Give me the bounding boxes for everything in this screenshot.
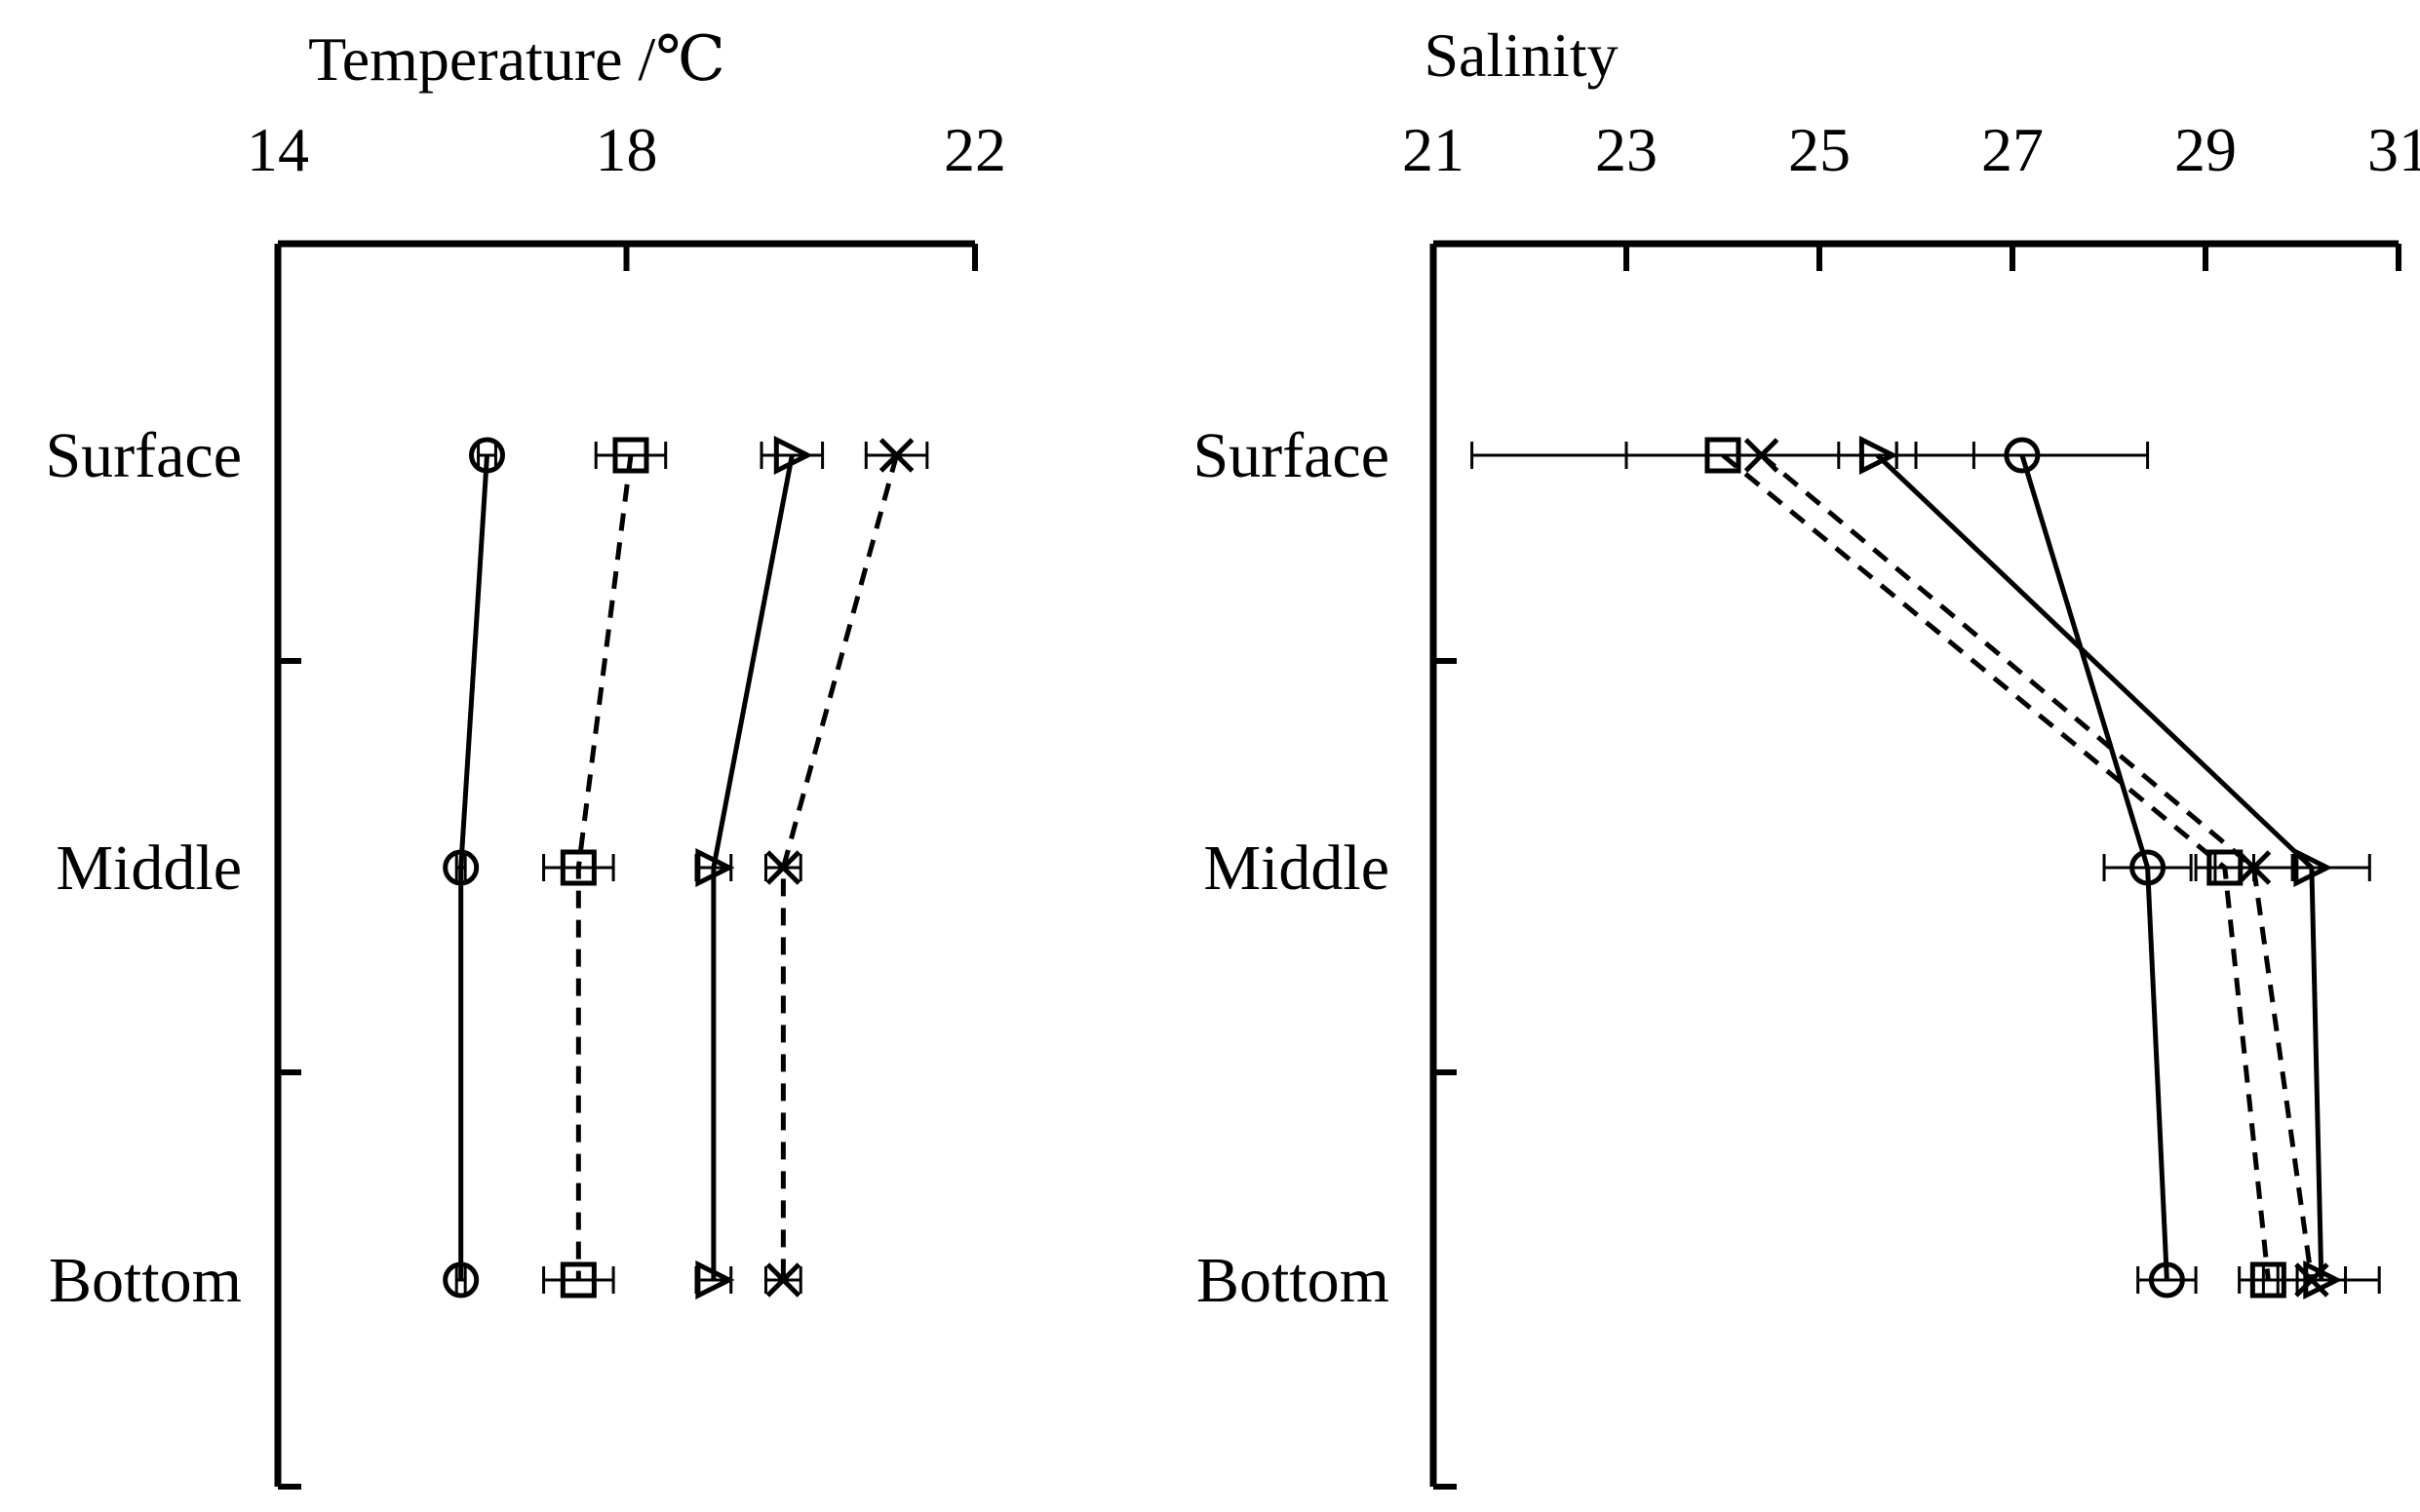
temperature-x-tick-label: 22 [944, 115, 1006, 184]
salinity-series-x [1624, 438, 2348, 1298]
salinity-series-circle [1894, 437, 2198, 1299]
temperature-series-x [764, 438, 929, 1298]
temperature-point-triangle [695, 847, 735, 888]
salinity-x-tick-label: 21 [1402, 115, 1464, 184]
salinity-category-label: Middle [1203, 833, 1389, 904]
temperature-x-tick-label: 18 [596, 115, 658, 184]
salinity-category-label: Surface [1192, 420, 1389, 491]
salinity-x-tick-label: 27 [1981, 115, 2044, 184]
temperature-category-label: Middle [56, 833, 242, 904]
temperature-point-x [878, 438, 915, 473]
salinity-point-x [2236, 850, 2272, 885]
salinity-category-label: Bottom [1196, 1245, 1389, 1316]
temperature-point-x [765, 1262, 801, 1298]
salinity-axis-title: Salinity [1424, 20, 1618, 90]
temperature-series-line [780, 454, 899, 1280]
salinity-point-x [1743, 438, 1779, 473]
temperature-series-square [542, 437, 668, 1299]
salinity-point-circle [2004, 437, 2041, 474]
salinity-panel: Salinity 21 23 25 27 29 31 Surface Middle Bottom [1192, 20, 2420, 1490]
temperature-point-circle [443, 849, 480, 886]
salinity-x-tick-label: 23 [1595, 115, 1658, 184]
temperature-point-circle [469, 437, 505, 474]
temperature-category-label: Surface [45, 420, 242, 491]
salinity-point-triangle [2293, 847, 2333, 888]
salinity-x-tick-label: 29 [2174, 115, 2237, 184]
temperature-point-triangle [773, 435, 813, 476]
temperature-point-square [560, 849, 597, 886]
temperature-point-triangle [695, 1260, 735, 1300]
temperature-point-x [765, 850, 801, 885]
temperature-series-triangle [694, 435, 825, 1300]
salinity-x-tick-label: 25 [1788, 115, 1851, 184]
salinity-point-x [2294, 1262, 2329, 1298]
temperature-x-tick-label: 14 [247, 115, 309, 184]
salinity-point-circle [2148, 1261, 2185, 1299]
temperature-panel: Temperature /℃ 14 18 22 Surface Middle Bottom [45, 24, 1006, 1490]
salinity-x-tick-label: 31 [2367, 115, 2420, 184]
salinity-point-circle [2129, 849, 2166, 886]
temperature-point-square [560, 1261, 597, 1299]
temperature-series-circle [443, 437, 505, 1299]
temperature-point-square [612, 437, 649, 474]
temperature-axis-title: Temperature /℃ [308, 24, 725, 94]
salinity-series-line [1759, 453, 2315, 1281]
temperature-point-circle [443, 1261, 480, 1299]
temperature-category-label: Bottom [49, 1245, 242, 1316]
